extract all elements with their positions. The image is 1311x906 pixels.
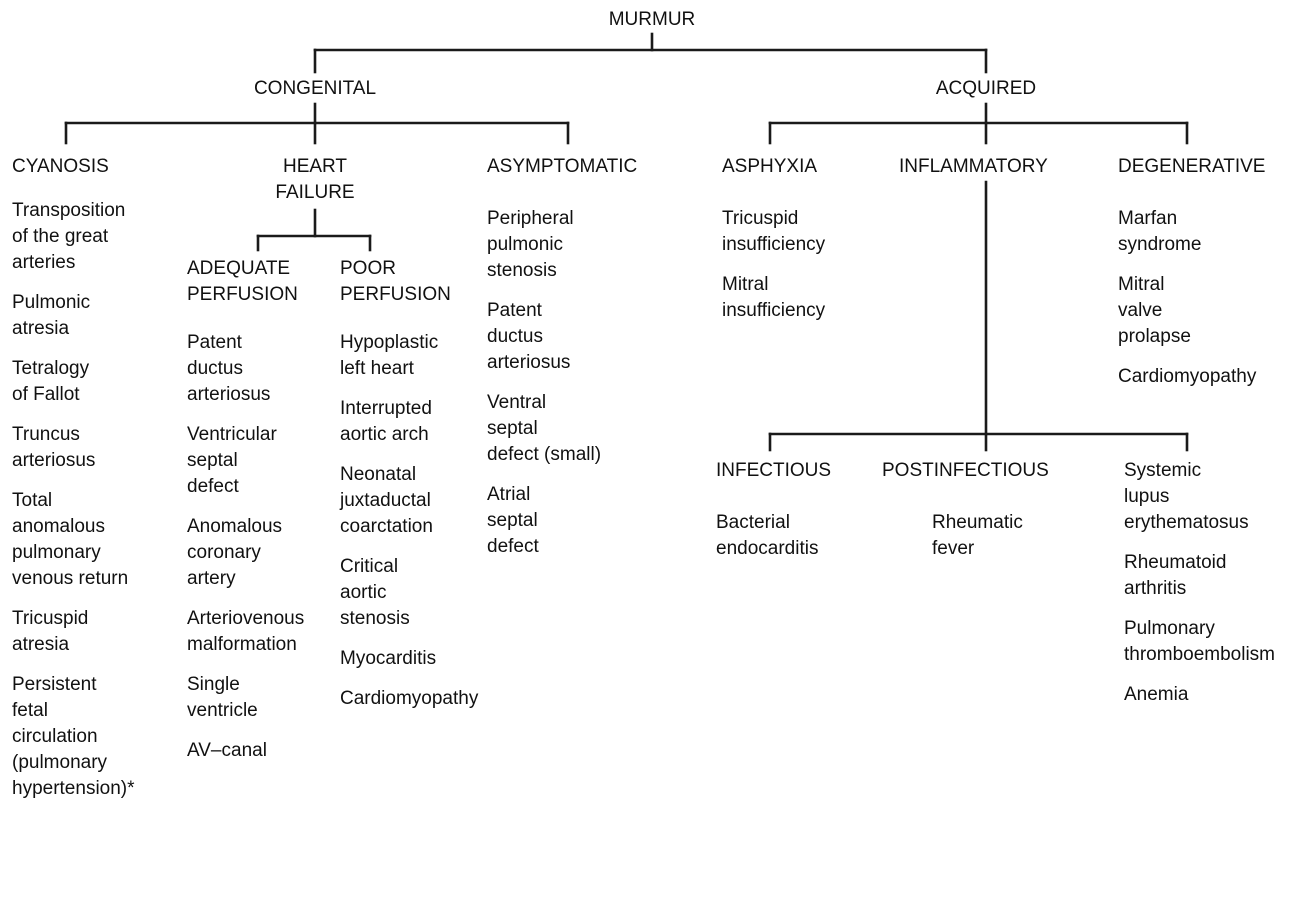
list-degenerative: Marfan syndrome Mitral valve prolapse Ca… — [1118, 206, 1256, 404]
list-item: Bacterial endocarditis — [716, 512, 819, 559]
node-cyanosis: CYANOSIS — [12, 156, 109, 177]
node-inflammatory: INFLAMMATORY — [899, 156, 1048, 177]
list-item: Anomalous coronary artery — [187, 516, 283, 589]
node-asymptomatic: ASYMPTOMATIC — [487, 156, 638, 177]
node-congenital: CONGENITAL — [253, 78, 377, 99]
list-adequate-perfusion: Patent ductus arteriosus Ventricular sep… — [187, 330, 304, 778]
list-item: Tricuspid atresia — [12, 608, 89, 655]
list-item: Patent ductus arteriosus — [487, 300, 571, 373]
list-item: Critical aortic stenosis — [340, 556, 410, 629]
list-systemic: Systemic lupus erythematosus Rheumatoid … — [1124, 458, 1275, 722]
list-item: Transposition of the great arteries — [12, 200, 126, 273]
list-item: Interrupted aortic arch — [340, 398, 432, 445]
list-cyanosis: Transposition of the great arteries Pulm… — [12, 198, 135, 816]
node-infectious: INFECTIOUS — [716, 460, 832, 481]
list-item: Peripheral pulmonic stenosis — [487, 208, 574, 281]
list-item: Marfan syndrome — [1118, 208, 1202, 255]
list-item: Neonatal juxtaductal coarctation — [340, 464, 433, 537]
list-item: Myocarditis — [340, 648, 437, 669]
list-item: Hypoplastic left heart — [340, 332, 439, 379]
list-asymptomatic: Peripheral pulmonic stenosis Patent duct… — [487, 206, 601, 574]
node-asphyxia: ASPHYXIA — [722, 156, 818, 177]
list-poor-perfusion: Hypoplastic left heart Interrupted aorti… — [340, 330, 478, 726]
list-item: Persistent fetal circulation (pulmonary … — [12, 674, 135, 799]
node-heart-failure: HEART FAILURE — [275, 156, 355, 203]
list-item: Systemic lupus erythematosus — [1124, 460, 1249, 533]
node-acquired: ACQUIRED — [935, 78, 1037, 99]
node-poor-perfusion: POOR PERFUSION — [340, 258, 451, 305]
list-asphyxia: Tricuspid insufficiency Mitral insuffici… — [722, 206, 825, 338]
list-item: Pulmonary thromboembolism — [1124, 618, 1275, 665]
list-item: Patent ductus arteriosus — [187, 332, 271, 405]
node-murmur: MURMUR — [608, 9, 696, 30]
list-postinfectious: Rheumatic fever — [932, 510, 1023, 576]
list-item: Mitral valve prolapse — [1118, 274, 1191, 347]
list-item: Ventricular septal defect — [187, 424, 277, 497]
list-item: Mitral insufficiency — [722, 274, 826, 321]
list-item: Total anomalous pulmonary venous return — [12, 490, 129, 589]
node-adequate-perfusion: ADEQUATE PERFUSION — [187, 258, 298, 305]
list-item: Truncus arteriosus — [12, 424, 96, 471]
list-item: Ventral septal defect (small) — [487, 392, 602, 465]
list-item: Arteriovenous malformation — [187, 608, 305, 655]
list-item: Single ventricle — [187, 674, 258, 721]
list-item: Anemia — [1124, 684, 1189, 705]
list-item: Cardiomyopathy — [1118, 366, 1257, 387]
list-infectious: Bacterial endocarditis — [716, 510, 818, 576]
node-degenerative: DEGENERATIVE — [1118, 156, 1266, 177]
list-item: Tetralogy of Fallot — [12, 358, 90, 405]
node-postinfectious: POSTINFECTIOUS — [882, 460, 1049, 481]
list-item: Pulmonic atresia — [12, 292, 91, 339]
list-item: Tricuspid insufficiency — [722, 208, 826, 255]
list-item: Rheumatoid arthritis — [1124, 552, 1227, 599]
list-item: Cardiomyopathy — [340, 688, 479, 709]
list-item: Atrial septal defect — [487, 484, 539, 557]
list-item: Rheumatic fever — [932, 512, 1023, 559]
list-item: AV–canal — [187, 740, 267, 761]
